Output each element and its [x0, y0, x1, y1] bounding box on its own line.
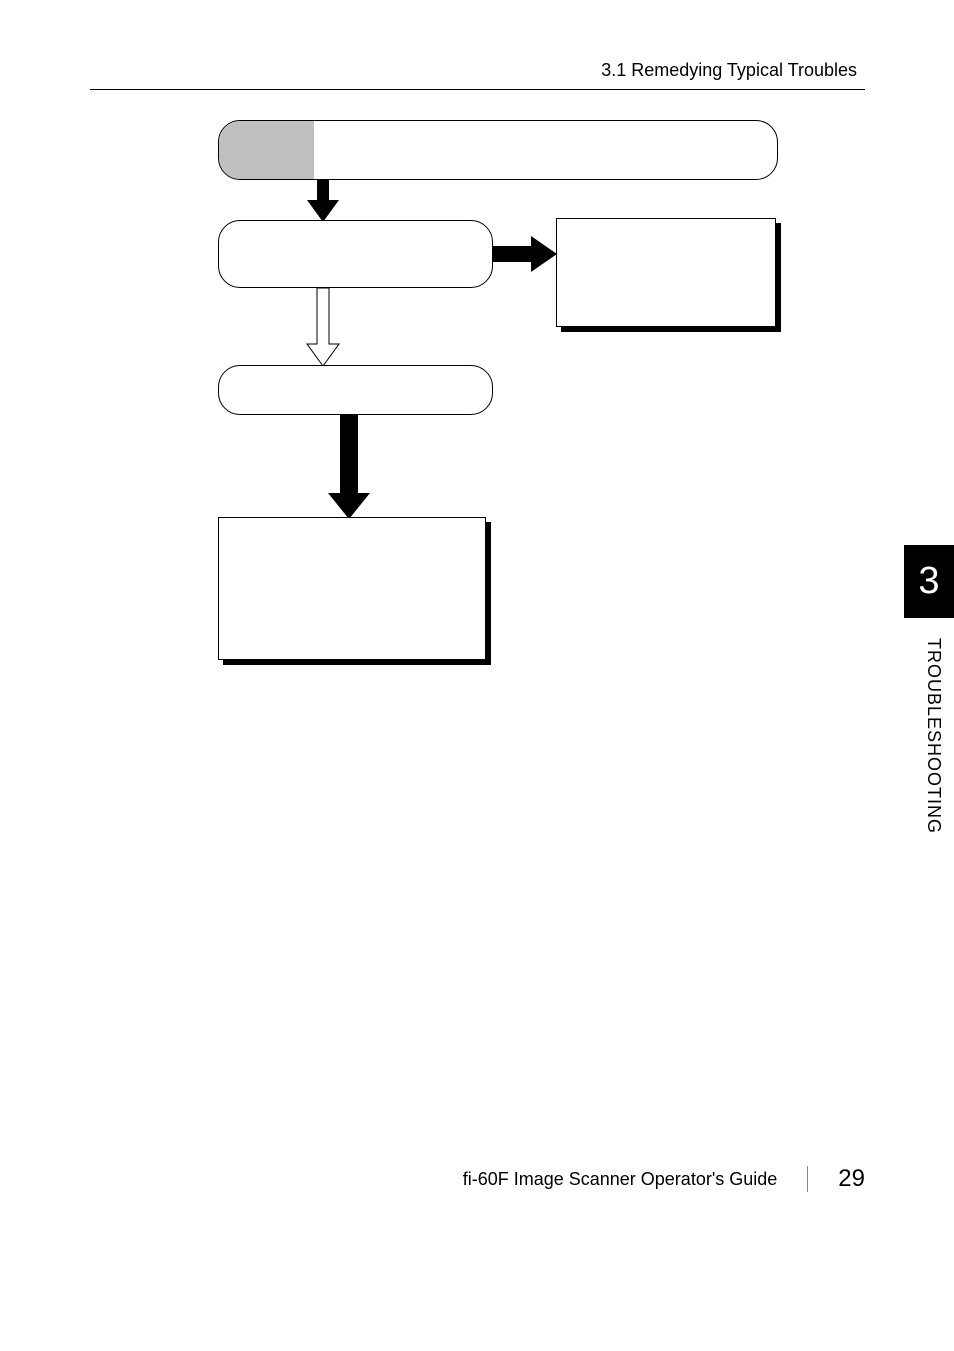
chapter-tab: 3	[904, 545, 954, 618]
final-decision-node	[218, 365, 493, 415]
footer-divider	[807, 1166, 808, 1192]
chapter-label: TROUBLESHOOTING	[923, 638, 944, 834]
arrow-right-solid	[493, 236, 557, 272]
arrow-down-hollow	[303, 288, 343, 366]
guide-title: fi-60F Image Scanner Operator's Guide	[463, 1169, 778, 1190]
arrow-down-solid-2	[328, 415, 370, 519]
flowchart-diagram	[218, 120, 788, 680]
chapter-number: 3	[918, 560, 939, 603]
section-header: 3.1 Remedying Typical Troubles	[90, 60, 865, 89]
result-node	[218, 517, 486, 660]
header-rule	[90, 89, 865, 90]
page-content: 3.1 Remedying Typical Troubles	[90, 60, 865, 1210]
symptom-grey-tab	[219, 121, 314, 180]
page-footer: fi-60F Image Scanner Operator's Guide 29	[90, 1165, 865, 1193]
page-number: 29	[838, 1165, 865, 1193]
decision-node	[218, 220, 493, 288]
arrow-down-solid-1	[303, 180, 343, 222]
symptom-node	[218, 120, 778, 180]
action-node	[556, 218, 776, 327]
